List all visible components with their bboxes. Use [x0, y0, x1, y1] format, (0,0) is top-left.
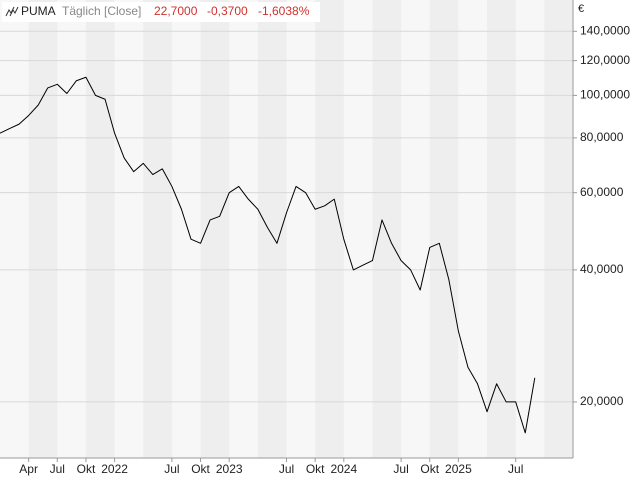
y-tick-label: 60,0000	[580, 185, 624, 199]
y-tick-label: 40,0000	[580, 262, 624, 276]
header-box	[2, 2, 320, 22]
icon	[5, 6, 19, 17]
y-tick-label: 120,0000	[580, 53, 630, 67]
x-tick-label: Jul	[393, 462, 408, 476]
y-tick-label: 140,0000	[580, 23, 630, 37]
change: -0,3700	[207, 4, 248, 18]
time-band	[315, 0, 344, 458]
time-band	[85, 0, 115, 458]
x-tick-label: Jul	[279, 462, 294, 476]
x-tick-label: Jul	[508, 462, 523, 476]
x-tick-label: 2023	[216, 462, 243, 476]
time-band	[200, 0, 230, 458]
x-tick-label: 2024	[330, 462, 357, 476]
x-tick-label: Jul	[164, 462, 179, 476]
y-tick-label: 100,0000	[580, 88, 630, 102]
last-value: 22,7000	[154, 4, 198, 18]
price-line	[0, 76, 536, 434]
time-band	[544, 0, 573, 458]
x-tick-label: Okt	[420, 462, 439, 476]
time-band	[487, 0, 516, 458]
x-tick-label: Okt	[77, 462, 96, 476]
title: PUMA	[21, 4, 56, 18]
x-tick-label: Okt	[191, 462, 210, 476]
y-tick-label: 80,0000	[580, 130, 624, 144]
x-tick-label: 2022	[101, 462, 128, 476]
y-unit: €	[578, 3, 584, 15]
x-tick-label: Okt	[306, 462, 325, 476]
time-band	[257, 0, 287, 458]
x-tick-label: Jul	[50, 462, 65, 476]
time-band	[28, 0, 58, 458]
x-tick-label: Apr	[19, 462, 38, 476]
time-band	[143, 0, 172, 458]
subtitle: Täglich [Close]	[62, 4, 141, 18]
y-tick-label: 20,0000	[580, 394, 624, 408]
change-percent: -1,6038%	[258, 4, 310, 18]
time-band	[372, 0, 402, 458]
x-tick-label: 2025	[445, 462, 472, 476]
time-band	[429, 0, 459, 458]
